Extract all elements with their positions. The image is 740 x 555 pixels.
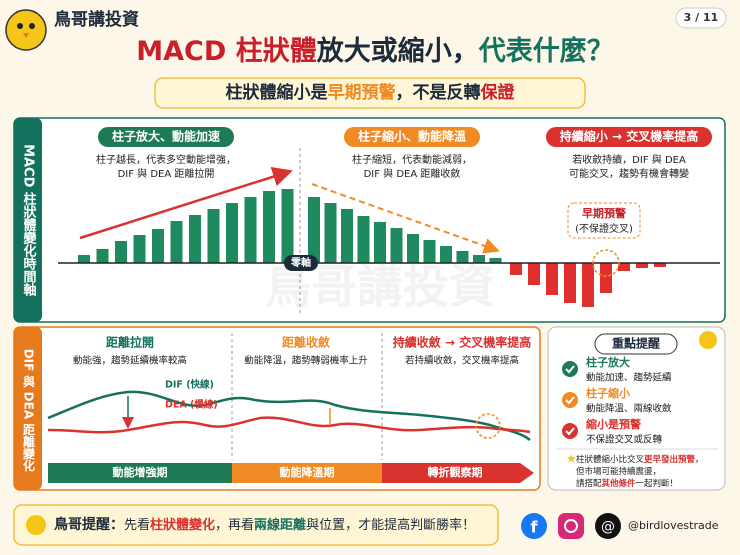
- note: 柱狀體縮小比交叉更早發出預警，: [576, 454, 704, 465]
- histogram-bar: [473, 255, 485, 263]
- callout: (不保證交叉): [575, 222, 633, 235]
- section-desc: 動能強，趨勢延續機率較高: [73, 355, 187, 367]
- histogram-bar: [636, 263, 648, 268]
- histogram-bar: [390, 228, 403, 263]
- histogram-bar: [528, 263, 540, 285]
- section-desc: 可能交叉，趨勢有機會轉變: [569, 167, 689, 180]
- dif-line: [47, 390, 531, 442]
- phase-label: 動能增強期: [113, 465, 168, 479]
- histogram-bar: [357, 216, 370, 263]
- histogram-bar: [324, 203, 337, 263]
- brand: 鳥哥講投資: [54, 9, 139, 30]
- item-desc: 動能加速、趨勢延續: [586, 372, 672, 384]
- histogram-bar: [374, 222, 386, 263]
- section-title: 距離收斂: [282, 335, 331, 350]
- section-desc: 柱子越長，代表多空動能增強，: [96, 153, 236, 166]
- threads-icon[interactable]: [595, 513, 621, 539]
- svg-text:f: f: [531, 518, 539, 537]
- note: 但市場可能持續震盪，: [576, 466, 661, 477]
- histogram-bar: [133, 235, 146, 263]
- subtitle-box: [154, 77, 586, 109]
- histogram-bar: [207, 209, 220, 263]
- histogram-bar: [456, 251, 469, 263]
- section-desc: DIF 與 DEA 距離收斂: [364, 167, 461, 180]
- section-title: 柱子放大、動能加速: [112, 129, 220, 144]
- footer-text: 鳥哥提醒：先看柱狀體變化，再看兩線距離與位置，才能提高判斷勝率！: [54, 516, 475, 533]
- histogram-bar: [407, 234, 419, 263]
- histogram-bar: [152, 229, 164, 263]
- histogram-bar: [654, 263, 666, 267]
- page-number: 3 / 11: [684, 11, 719, 24]
- reminder-box: 重點提醒 柱子放大 動能加速、趨勢延續 柱子縮小 動能降溫、兩線收斂 縮小是預警…: [547, 326, 726, 491]
- bottom-panel: DIF 與 DEA 距離變化 距離拉開 動能強，趨勢延續機率較高 距離收斂 動能…: [13, 326, 541, 491]
- histogram-bar: [510, 263, 522, 275]
- histogram-bar: [308, 197, 320, 263]
- section-desc: 若持續收斂，交叉機率提高: [405, 355, 519, 367]
- section-desc: DIF 與 DEA 距離拉開: [118, 167, 215, 180]
- histogram-bar: [170, 221, 183, 263]
- section-title: 持續收斂 → 交叉機率提高: [393, 335, 531, 350]
- section-desc: 若收斂持續，DIF 與 DEA: [572, 153, 686, 166]
- histogram: [78, 189, 666, 307]
- header: 鳥哥講投資 3 / 11 MACD 柱狀體放大或縮小，代表什麼？ 柱狀體縮小是早…: [5, 7, 727, 109]
- top-panel: MACD 柱狀體變化時間軸 鳥哥講投資 柱子放大、動能加速 柱子越長，代表多空動…: [13, 117, 726, 323]
- histogram-bar: [440, 246, 452, 263]
- histogram-bar: [341, 209, 353, 263]
- dif-label: DIF (快線): [165, 379, 214, 391]
- svg-text:★: ★: [566, 452, 577, 466]
- histogram-bar: [582, 263, 594, 307]
- histogram-bar: [546, 263, 558, 295]
- histogram-bar: [263, 191, 275, 263]
- histogram-bar: [78, 255, 90, 263]
- mascot: [5, 9, 47, 51]
- histogram-bar: [281, 189, 294, 263]
- section-title: 距離拉開: [106, 335, 154, 350]
- item-title: 柱子放大: [586, 355, 630, 369]
- item-desc: 動能降溫、兩線收斂: [586, 403, 672, 415]
- histogram-bar: [189, 215, 201, 263]
- zero-label: 零軸: [290, 256, 311, 269]
- histogram-bar: [423, 240, 436, 263]
- section-desc: 動能降溫，趨勢轉弱機率上升: [244, 355, 368, 367]
- side-label: MACD 柱狀體變化時間軸: [21, 144, 37, 297]
- item-title: 柱子縮小: [586, 386, 630, 400]
- svg-text:@: @: [601, 519, 615, 535]
- section-desc: 柱子縮短，代表動能減弱，: [352, 153, 472, 166]
- title: MACD 柱狀體放大或縮小，代表什麼？: [136, 35, 613, 67]
- trend-arrow: [311, 183, 500, 254]
- histogram-bar: [618, 263, 630, 271]
- side-label: DIF 與 DEA 距離變化: [22, 349, 36, 472]
- facebook-icon[interactable]: [521, 513, 547, 539]
- phase-label: 轉折觀察期: [428, 465, 483, 479]
- instagram-icon[interactable]: [558, 513, 584, 539]
- page-badge: [675, 7, 727, 29]
- reminder-title: 重點提醒: [612, 336, 660, 351]
- histogram-bar: [244, 197, 257, 263]
- phase-label: 動能降溫期: [280, 465, 335, 479]
- handle: @birdlovestrade: [628, 519, 719, 532]
- histogram-bar: [115, 241, 127, 263]
- footer: 鳥哥提醒：先看柱狀體變化，再看兩線距離與位置，才能提高判斷勝率！ f @ @bi…: [13, 504, 719, 546]
- dea-line: [47, 416, 531, 434]
- callout: 早期預警: [582, 206, 626, 220]
- subtitle: 柱狀體縮小是早期預警，不是反轉保證: [226, 82, 516, 103]
- section-title: 柱子縮小、動能降溫: [358, 129, 466, 144]
- histogram-bar: [226, 203, 238, 263]
- section-title: 持續縮小 → 交叉機率提高: [560, 129, 698, 144]
- histogram-bar: [96, 249, 109, 263]
- histogram-bar: [600, 263, 612, 293]
- histogram-bar: [564, 263, 576, 303]
- item-title: 縮小是預警: [586, 417, 641, 431]
- dea-label: DEA (慢線): [165, 399, 218, 411]
- histogram-bar: [489, 258, 502, 263]
- item-desc: 不保證交叉或反轉: [586, 434, 663, 446]
- note: 請搭配其他條件一起判斷！: [576, 478, 678, 489]
- trend-arrow: [79, 167, 293, 240]
